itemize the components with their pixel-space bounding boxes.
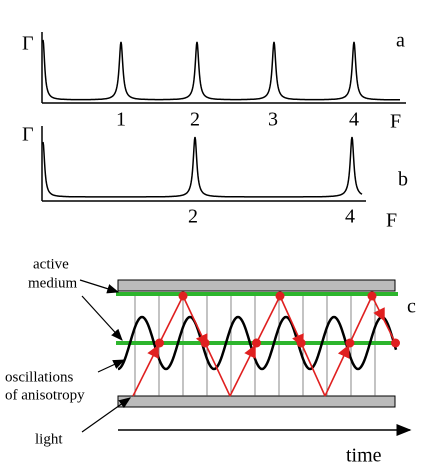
tick-label: 1 [116,109,126,131]
panel-a: Γ a 1 2 3 4 F [22,30,406,133]
crossing-dot [345,338,355,348]
label: time [346,445,382,467]
panel-label: b [398,169,408,191]
label: medium [28,275,77,291]
pointer [79,279,120,294]
crossing-dot [296,338,306,348]
tick-label: 2 [188,206,198,228]
light-path [132,291,400,397]
label: oscillations [5,369,73,385]
panel-label: a [396,30,405,52]
panel-b: Γ b 2 4 F [22,124,408,232]
panel-label: c [407,296,416,318]
ray [371,295,385,322]
spectrum-curve [42,39,400,101]
crossing-dot [155,338,164,348]
ray [254,295,281,347]
label: active [33,256,69,272]
pointer [97,359,126,373]
tick-label: 3 [268,109,278,131]
pointer [81,397,131,433]
tick-label: 2 [190,109,200,131]
tick-label: 4 [349,109,359,131]
medium-bar [117,279,396,292]
anisotropy-wave [117,315,398,371]
ray [229,344,256,397]
crossing-dot [200,338,210,348]
panel-c: active medium oscillations of anisotropy… [5,256,416,466]
y-label: Γ [22,124,34,146]
ray [157,295,184,347]
label: of anisotropy [5,387,85,403]
ray [347,295,373,347]
y-label: Γ [22,33,34,55]
crossing-dot [252,338,261,348]
ray [324,344,350,397]
medium-bar [117,395,396,408]
ray [182,295,208,348]
crossing-dot [391,338,400,348]
pointer [81,295,123,341]
ray [301,345,326,397]
spectrum-curve [42,136,363,198]
ray [132,344,159,397]
ray [279,295,304,348]
label: light [35,431,63,447]
x-label: F [386,210,397,232]
tick-label: 4 [345,206,355,228]
ray [205,345,231,397]
x-label: F [390,111,401,133]
